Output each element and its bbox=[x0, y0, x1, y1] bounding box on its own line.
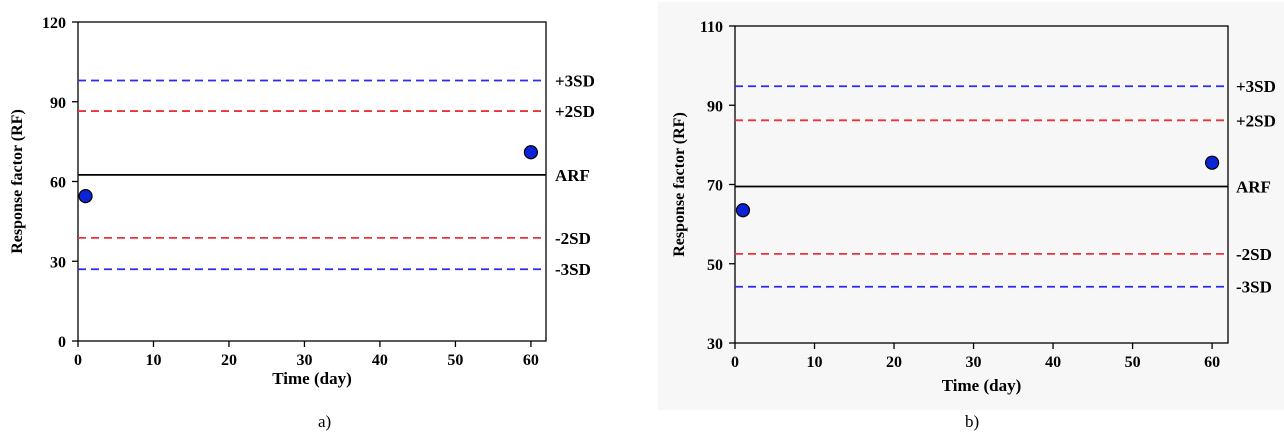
data-point bbox=[1204, 155, 1220, 170]
x-tick-label: 40 bbox=[372, 352, 388, 369]
x-tick-label: 50 bbox=[1125, 354, 1141, 371]
ref-label-arf: ARF bbox=[555, 166, 590, 185]
x-tick-label: 60 bbox=[523, 352, 539, 369]
y-tick-label: 120 bbox=[42, 15, 66, 32]
x-tick-label: 50 bbox=[447, 352, 463, 369]
ref-label-minus-3sd: -3SD bbox=[1236, 278, 1272, 297]
y-tick-label: 50 bbox=[707, 257, 723, 274]
y-axis-label: Response factor (RF) bbox=[671, 112, 688, 257]
y-tick-label: 30 bbox=[707, 336, 723, 353]
caption-a: a) bbox=[318, 412, 332, 431]
y-tick-label: 70 bbox=[707, 178, 723, 195]
y-tick-label: 0 bbox=[58, 334, 66, 351]
x-tick-label: 10 bbox=[145, 352, 161, 369]
data-point bbox=[735, 203, 751, 218]
ref-label-minus-2sd: -2SD bbox=[555, 229, 591, 248]
x-tick-label: 30 bbox=[296, 352, 312, 369]
ref-label-minus-2sd: -2SD bbox=[1236, 245, 1272, 264]
y-tick-label: 60 bbox=[50, 175, 66, 192]
x-axis-label: Time (day) bbox=[272, 369, 352, 388]
y-tick-label: 30 bbox=[50, 254, 66, 271]
x-axis-label: Time (day) bbox=[942, 376, 1022, 395]
y-tick-label: 90 bbox=[707, 98, 723, 115]
ref-label-minus-3sd: -3SD bbox=[555, 260, 591, 279]
x-tick-label: 20 bbox=[886, 354, 902, 371]
y-axis-label: Response factor (RF) bbox=[9, 109, 26, 254]
panel-b-background bbox=[658, 2, 1284, 410]
x-tick-label: 0 bbox=[731, 354, 739, 371]
x-tick-label: 20 bbox=[221, 352, 237, 369]
y-tick-label: 110 bbox=[700, 19, 723, 36]
x-tick-label: 10 bbox=[807, 354, 823, 371]
x-tick-label: 0 bbox=[74, 352, 82, 369]
x-tick-label: 60 bbox=[1204, 354, 1220, 371]
caption-b: b) bbox=[965, 412, 980, 431]
ref-label-arf: ARF bbox=[1236, 177, 1271, 196]
data-point bbox=[78, 189, 93, 204]
ref-label-plusminus-3sd: +3SD bbox=[1236, 77, 1276, 96]
x-tick-label: 40 bbox=[1045, 354, 1061, 371]
ref-label-plusminus-3sd: +3SD bbox=[555, 71, 595, 90]
x-tick-label: 30 bbox=[966, 354, 982, 371]
ref-label-plusminus-2sd: +2SD bbox=[555, 102, 595, 121]
data-point bbox=[523, 145, 539, 160]
plot-frame bbox=[734, 25, 1229, 344]
y-tick-label: 90 bbox=[50, 95, 66, 112]
ref-label-plusminus-2sd: +2SD bbox=[1236, 111, 1276, 130]
